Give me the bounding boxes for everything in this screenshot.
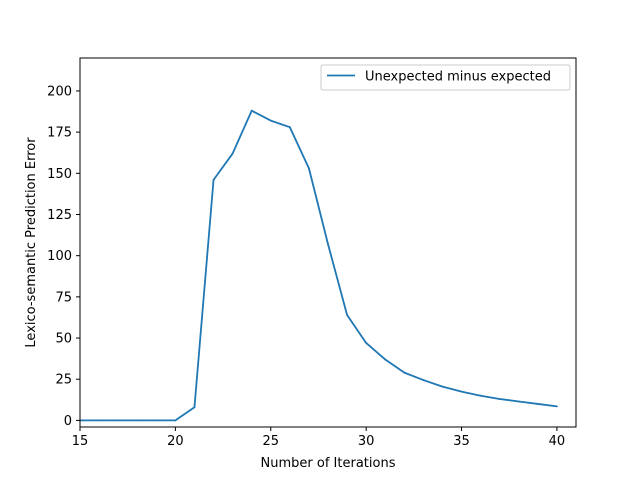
- y-tick-label: 175: [47, 126, 72, 141]
- y-tick-label: 200: [47, 84, 72, 99]
- legend-box: [320, 64, 571, 91]
- x-tick-label: 40: [549, 434, 566, 449]
- x-axis-label: Number of Iterations: [261, 456, 396, 471]
- data-point: [269, 119, 272, 122]
- data-point: [441, 385, 444, 388]
- data-point: [536, 403, 539, 405]
- data-point: [193, 406, 196, 409]
- data-point: [403, 371, 406, 374]
- y-tick-label: 75: [55, 290, 72, 305]
- data-point: [422, 379, 425, 381]
- data-point: [479, 394, 482, 397]
- y-tick-label: 150: [47, 167, 72, 182]
- x-tick-label: 30: [358, 434, 375, 449]
- data-point: [231, 152, 234, 155]
- y-tick-label: 25: [55, 373, 72, 388]
- data-point: [288, 126, 291, 129]
- data-point: [365, 342, 368, 344]
- data-point: [155, 419, 158, 422]
- data-point: [117, 419, 120, 422]
- y-tick-label: 100: [47, 249, 72, 264]
- legend: Unexpected minus expected: [320, 64, 571, 91]
- y-axis-label: Lexico-semantic Prediction Error: [24, 137, 39, 348]
- data-point: [498, 398, 501, 400]
- data-point: [174, 419, 177, 422]
- data-point: [327, 243, 329, 246]
- data-point: [212, 179, 215, 181]
- data-point: [384, 358, 387, 361]
- data-point: [308, 167, 310, 170]
- x-tick-label: 20: [167, 434, 184, 449]
- data-point: [460, 390, 463, 393]
- axes-frame: [79, 57, 577, 428]
- plot-area: 15 20 25 30 35 40 0 25 50 75 100 125 150 175 200: [47, 57, 577, 449]
- x-tick-label: 35: [453, 434, 470, 449]
- data-point: [556, 405, 558, 408]
- data-point: [98, 419, 100, 422]
- y-tick-label: 50: [55, 332, 72, 347]
- x-tick-label: 15: [72, 434, 89, 449]
- series-line: [80, 109, 558, 422]
- y-tick-label: 125: [47, 208, 72, 223]
- legend-label: Unexpected minus expected: [365, 70, 551, 85]
- y-axis-ticks: 0 25 50 75 100 125 150 175 200: [47, 84, 80, 429]
- data-point: [346, 314, 348, 316]
- x-tick-label: 25: [262, 434, 279, 449]
- data-point: [517, 400, 520, 403]
- x-axis-ticks: 15 20 25 30 35 40: [72, 427, 565, 449]
- data-point: [136, 419, 139, 422]
- data-point: [250, 109, 253, 112]
- y-tick-label: 0: [64, 414, 72, 429]
